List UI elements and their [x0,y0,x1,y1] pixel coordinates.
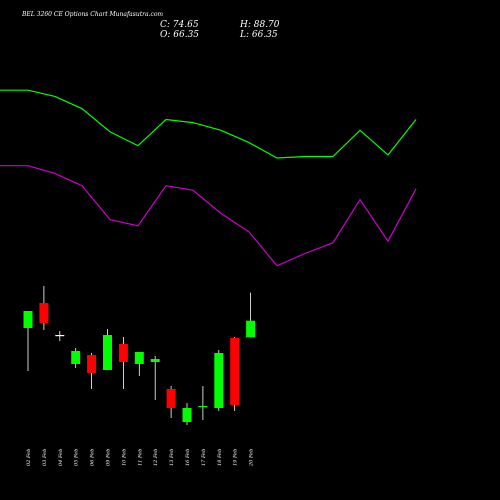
x-tick-label: 04 Feb [58,449,64,466]
x-tick-label: 09 Feb [106,449,112,466]
x-tick-label: 16 Feb [185,449,191,466]
candle-body [182,408,192,422]
upper-band-line [0,89,417,159]
candle-body [134,352,144,364]
candle-body [230,338,240,405]
candle-body [71,351,81,364]
x-tick-label: 03 Feb [42,449,48,466]
x-tick-label: 10 Feb [121,449,127,466]
x-tick-label: 11 Feb [137,449,143,466]
candles [23,286,256,425]
x-tick-label: 12 Feb [153,449,159,466]
candle-body [55,335,65,337]
x-axis-ticks: 02 Feb 03 Feb 04 Feb 05 Feb 06 Feb 09 Feb 10 F… [26,449,255,467]
x-tick-label: 17 Feb [201,449,207,466]
high-value: H: 88.70 [239,20,280,30]
candle-body [23,311,33,328]
x-tick-label: 05 Feb [74,449,80,466]
candle-body [198,406,208,408]
candle-body [214,353,224,408]
x-tick-label: 19 Feb [233,449,239,466]
x-tick-label: 18 Feb [217,449,223,466]
low-value: L: 66.35 [239,30,278,40]
open-value: O: 66.35 [160,30,199,40]
candle-body [39,303,49,323]
close-value: C: 74.65 [160,20,199,30]
candle-body [150,359,160,362]
x-tick-label: 06 Feb [90,449,96,466]
x-tick-label: 13 Feb [169,449,175,466]
x-tick-label: 20 Feb [249,449,255,467]
candle-body [246,320,256,338]
candle-body [103,335,112,370]
band-lines [0,89,417,267]
chart-title: BEL 3260 CE Options Chart Munafasutra.co… [21,11,163,18]
candle-body [166,389,176,408]
candle-body [118,344,128,362]
lower-band-line [0,165,417,267]
x-tick-label: 02 Feb [26,449,32,466]
candle-body [87,355,97,373]
